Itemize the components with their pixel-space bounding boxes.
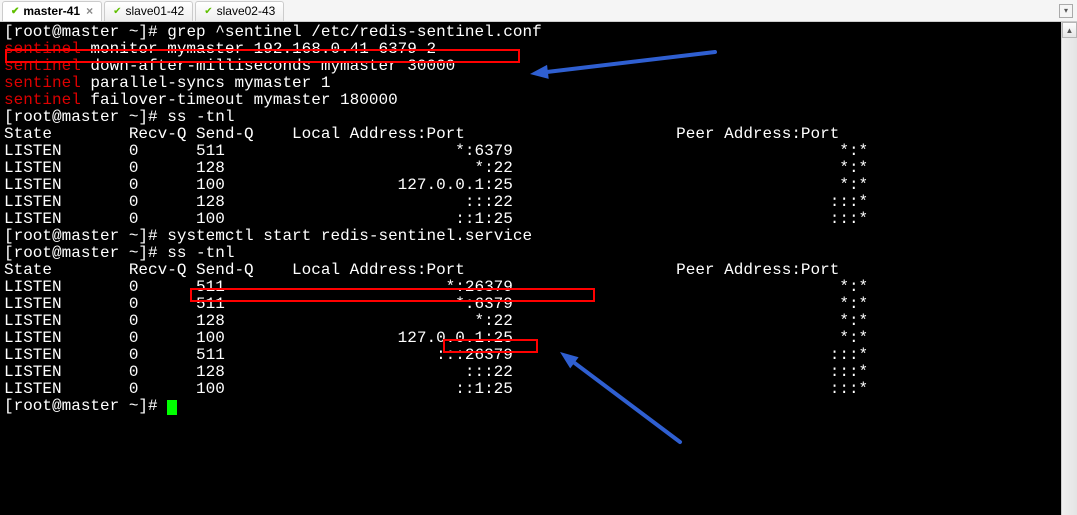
tab-slave02-43[interactable]: ✔ slave02-43 [195, 1, 284, 21]
close-icon[interactable]: × [86, 4, 93, 18]
tab-master-41[interactable]: ✔ master-41 × [2, 1, 102, 21]
tab-bar: ✔ master-41 × ✔ slave01-42 ✔ slave02-43 … [0, 0, 1077, 22]
status-dot-icon: ✔ [204, 6, 212, 17]
terminal[interactable]: [root@master ~]# grep ^sentinel /etc/red… [0, 22, 1077, 515]
tab-slave01-42[interactable]: ✔ slave01-42 [104, 1, 193, 21]
scroll-up-button[interactable]: ▲ [1062, 22, 1077, 38]
status-dot-icon: ✔ [11, 6, 19, 17]
tab-label: slave01-42 [126, 4, 185, 18]
tab-label: master-41 [23, 4, 80, 18]
tab-label: slave02-43 [217, 4, 276, 18]
tab-overflow-button[interactable]: ▾ [1059, 4, 1073, 18]
scrollbar[interactable]: ▲ [1061, 22, 1077, 515]
status-dot-icon: ✔ [113, 6, 121, 17]
